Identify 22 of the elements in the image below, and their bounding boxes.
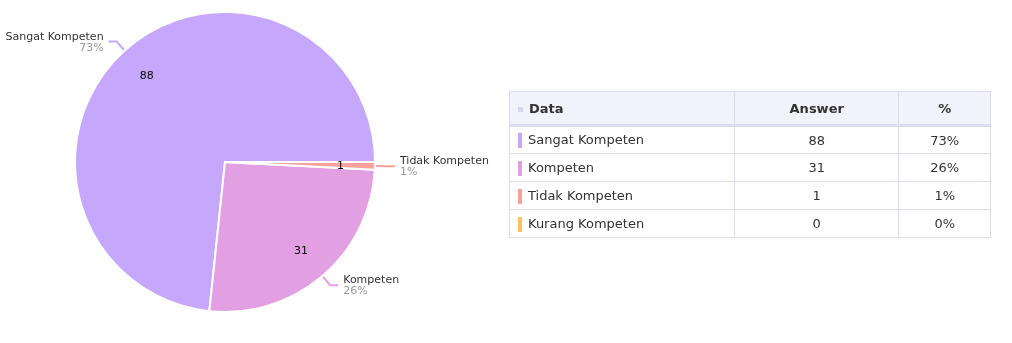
text: 1 [812, 188, 821, 203]
text: 1% [399, 165, 418, 179]
text: 1% [934, 188, 956, 203]
text: Data [509, 91, 735, 126]
slice-label: Tidak Kompeten [398, 154, 489, 168]
legend-label: Kompeten [509, 153, 735, 182]
text: 73% [930, 132, 960, 148]
data-label: 88 [139, 68, 154, 82]
text: Answer [734, 91, 899, 126]
data-label: 1 [336, 158, 344, 172]
legend-label: Tidak Kompeten [509, 181, 735, 210]
text: 31 [808, 160, 825, 175]
data-label: 31 [293, 244, 308, 258]
legend-label: Kurang Kompeten [509, 209, 735, 238]
legend-label: Sangat Kompeten [509, 125, 735, 154]
text: % [898, 91, 991, 126]
slice-label: Sangat Kompeten [5, 29, 104, 43]
text: 88 [808, 132, 825, 148]
text: 0 [812, 216, 821, 231]
text: 73% [79, 40, 104, 54]
text: 26% [930, 160, 960, 175]
text: 0% [934, 216, 956, 231]
